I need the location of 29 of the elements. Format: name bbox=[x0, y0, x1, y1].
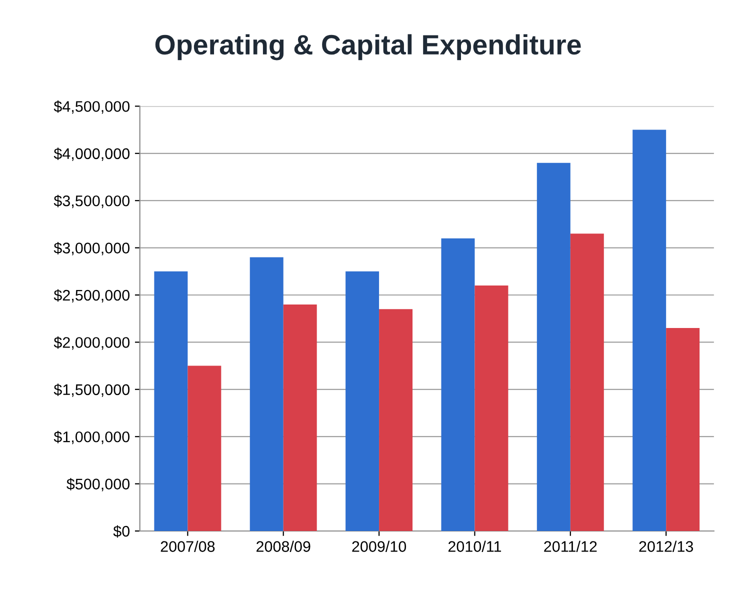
x-tick-label: 2008/09 bbox=[256, 540, 310, 552]
y-tick-label: $1,500,000 bbox=[54, 384, 130, 397]
bar bbox=[474, 286, 508, 531]
y-tick-label: $4,000,000 bbox=[54, 148, 130, 161]
y-tick-label: $3,000,000 bbox=[54, 242, 130, 256]
y-tick-label: $500,000 bbox=[66, 478, 130, 492]
bar bbox=[536, 162, 570, 531]
bar bbox=[283, 304, 317, 531]
bar bbox=[632, 130, 666, 531]
y-tick-label: $2,500,000 bbox=[54, 289, 130, 302]
bar bbox=[666, 328, 700, 531]
bar bbox=[441, 238, 475, 531]
x-tick-label: 2012/13 bbox=[639, 540, 694, 552]
x-tick-label: 2010/11 bbox=[448, 540, 502, 552]
bar bbox=[570, 234, 604, 531]
bar bbox=[188, 366, 222, 531]
bar bbox=[346, 271, 380, 531]
bar bbox=[250, 257, 284, 531]
y-tick-label: $1,000,000 bbox=[54, 430, 130, 444]
y-tick-label: $2,000,000 bbox=[54, 336, 130, 350]
x-tick-label: 2007/08 bbox=[160, 540, 215, 552]
y-tick-label: $4,500,000 bbox=[54, 100, 130, 114]
bar bbox=[379, 309, 413, 531]
y-tick-label: $0 bbox=[113, 525, 130, 538]
y-tick-label: $3,500,000 bbox=[54, 194, 130, 208]
bar bbox=[154, 271, 188, 531]
x-tick-label: 2009/10 bbox=[352, 540, 406, 552]
x-tick-label: 2011/12 bbox=[544, 540, 597, 552]
chart-title: Operating & Capital Expenditure bbox=[155, 34, 581, 60]
